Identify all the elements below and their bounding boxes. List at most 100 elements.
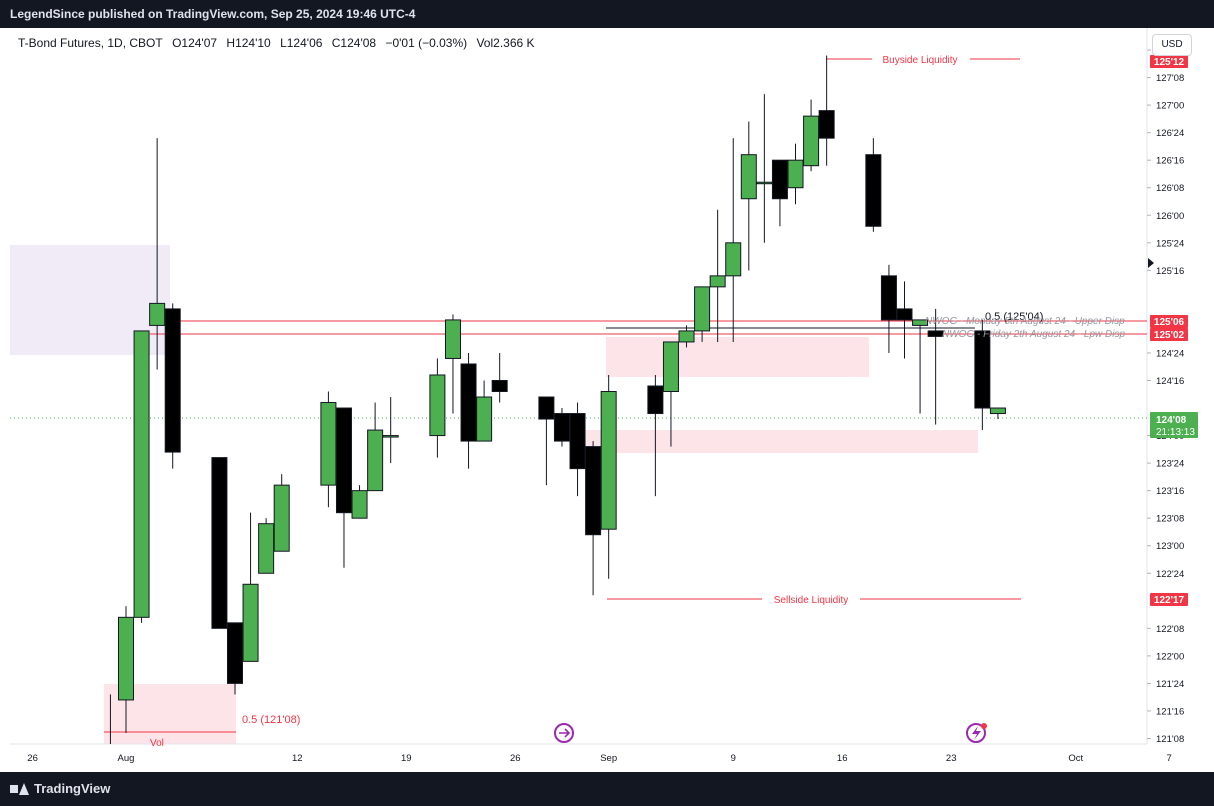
sellside-price-tag-bg xyxy=(1150,593,1188,606)
candle-body xyxy=(756,181,773,185)
legend-symbol: T-Bond Futures, 1D, CBOT xyxy=(18,36,163,50)
price-tick-label: 126'00 xyxy=(1156,211,1184,222)
candle-body xyxy=(133,330,150,618)
nwog-lower-tag: 125'02 xyxy=(1154,330,1185,341)
price-tick-label: 124'24 xyxy=(1156,348,1184,359)
last-price-tag-bg xyxy=(1150,412,1198,438)
countdown-label: 21:13:13 xyxy=(1156,427,1195,438)
price-tick-label: 123'24 xyxy=(1156,459,1184,470)
candle-body xyxy=(258,523,275,574)
top-price-tag: 125'12 xyxy=(1154,57,1185,68)
date-tick-label: Aug xyxy=(118,753,135,764)
price-tick-label: 121'16 xyxy=(1156,706,1184,717)
candle-body xyxy=(662,341,679,393)
candle-body xyxy=(553,413,570,442)
price-tick-label: 122'24 xyxy=(1156,569,1184,580)
candle-body xyxy=(351,490,368,519)
candle-body xyxy=(694,286,711,332)
price-tick-label: 125'24 xyxy=(1156,238,1184,249)
last-price-tag: 124'08 xyxy=(1156,415,1187,426)
lightning-icon[interactable] xyxy=(966,723,986,743)
price-tick-label: 123'00 xyxy=(1156,541,1184,552)
candle-body xyxy=(771,159,788,200)
candle-body xyxy=(149,302,166,326)
price-tick-label: 123'16 xyxy=(1156,486,1184,497)
currency-button[interactable]: USD xyxy=(1152,34,1192,56)
upper-fvg-zone xyxy=(606,337,869,377)
date-tick-label: 9 xyxy=(731,753,736,764)
price-tick-label: 122'00 xyxy=(1156,651,1184,662)
candle-body xyxy=(818,110,835,139)
candle-body xyxy=(382,435,399,438)
candle-body xyxy=(927,330,944,337)
legend-close: C124'08 xyxy=(331,36,377,50)
date-tick-label: 12 xyxy=(292,753,303,764)
candle-body xyxy=(880,275,897,321)
candle-body xyxy=(787,159,804,189)
tradingview-logo[interactable]: TradingView xyxy=(10,781,110,796)
candle-body xyxy=(709,275,726,288)
half-lower-label: 0.5 (121'08) xyxy=(242,714,300,726)
replay-icon[interactable] xyxy=(554,723,574,743)
candle-body xyxy=(974,330,991,409)
publish-info: LegendSince published on TradingView.com… xyxy=(10,7,416,21)
sellside-price-tag: 122'17 xyxy=(1154,595,1185,606)
price-axis-arrow-icon xyxy=(1148,258,1154,268)
date-tick-label: 19 xyxy=(401,753,412,764)
symbol-legend: T-Bond Futures, 1D, CBOT O124'07 H124'10… xyxy=(18,36,541,50)
publish-bar: LegendSince published on TradingView.com… xyxy=(0,0,1214,28)
candle-body xyxy=(211,457,228,629)
candle-body xyxy=(242,583,259,662)
price-tick-label: 121'24 xyxy=(1156,679,1184,690)
date-tick-label: Sep xyxy=(600,753,617,764)
legend-change: −0'01 (−0.03%) xyxy=(385,36,468,50)
date-tick-label: 23 xyxy=(946,753,957,764)
notification-dot-icon xyxy=(981,723,987,729)
candle-body xyxy=(569,413,586,470)
half-upper-label: 0.5 (125'04) xyxy=(985,311,1043,323)
tradingview-logo-icon xyxy=(10,782,29,796)
date-tick-label: 26 xyxy=(27,753,38,764)
legend-high: H124'10 xyxy=(226,36,271,50)
candle-body xyxy=(444,319,461,359)
price-tick-label: 127'00 xyxy=(1156,101,1184,112)
replay-arrow-icon xyxy=(559,728,571,738)
candle-body xyxy=(226,622,243,684)
candle-body xyxy=(678,330,695,343)
candle-body xyxy=(429,374,446,437)
candle-body xyxy=(538,396,555,420)
candle-body xyxy=(273,484,290,552)
volume-fragment-label: Vol xyxy=(150,738,164,749)
date-tick-label: 16 xyxy=(837,753,848,764)
nwog-upper-tag-bg xyxy=(1150,315,1188,328)
candle-body xyxy=(740,154,757,200)
price-tick-label: 126'16 xyxy=(1156,156,1184,167)
candle-body xyxy=(460,363,477,442)
candle-body xyxy=(118,616,134,701)
price-tick-label: 127'08 xyxy=(1156,73,1184,84)
price-tick-label: 124'16 xyxy=(1156,376,1184,387)
candle-body xyxy=(585,446,602,536)
candle-body xyxy=(367,429,384,492)
candle-body xyxy=(335,407,352,514)
legend-volume: Vol2.366 K xyxy=(476,36,535,50)
candle-body xyxy=(803,115,820,167)
candle-body xyxy=(491,379,508,393)
nwog-lower-tag-bg xyxy=(1150,328,1188,341)
candle-body xyxy=(725,242,742,277)
candle-body xyxy=(164,308,181,453)
sellside-liquidity-label: Sellside Liquidity xyxy=(774,595,849,606)
footer-bar: TradingView xyxy=(0,772,1214,806)
price-tick-label: 121'08 xyxy=(1156,734,1184,745)
candle-body xyxy=(989,407,1006,415)
buyside-liquidity-label: Buyside Liquidity xyxy=(882,55,957,66)
candle-body xyxy=(912,319,929,326)
price-tick-label: 123'08 xyxy=(1156,514,1184,525)
nwog-upper-tag: 125'06 xyxy=(1154,317,1185,328)
candle-body xyxy=(320,402,337,486)
candle-body xyxy=(865,154,882,227)
nwog-lower-label: NWOG - Friday 2th August 24 - Lpw Disp xyxy=(942,329,1125,340)
legend-low: L124'06 xyxy=(280,36,323,50)
lightning-bolt-icon xyxy=(972,726,981,740)
